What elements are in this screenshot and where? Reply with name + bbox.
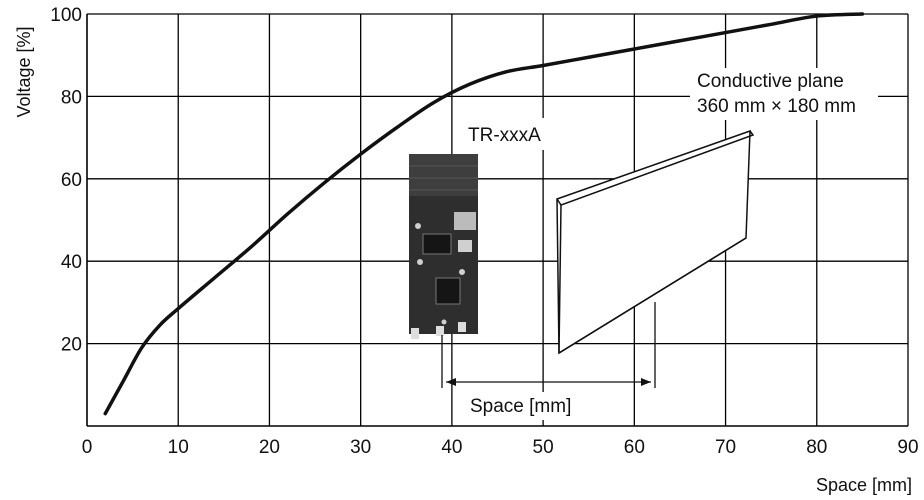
tick-labels: 0 10 20 30 40 50 60 70 80 90 20 40 60 80 100	[50, 5, 918, 458]
space-label-bg	[464, 392, 602, 420]
x-tick-label-10: 10	[168, 437, 189, 458]
y-axis-title: Voltage [%]	[14, 26, 34, 117]
x-tick-label-0: 0	[82, 437, 93, 458]
y-tick-label-60: 60	[61, 170, 82, 191]
plane-label-line1: Conductive plane	[697, 71, 844, 92]
module-label: TR-xxxA	[468, 125, 541, 146]
space-dimension	[441, 302, 656, 388]
illustration: TR-xxxA Conductive plane 360 mm × 180 mm…	[409, 68, 878, 420]
x-tick-label-30: 30	[350, 437, 371, 458]
x-tick-label-40: 40	[441, 437, 462, 458]
y-tick-label-40: 40	[61, 252, 82, 273]
plane-label-line2: 360 mm × 180 mm	[697, 96, 856, 117]
curve-layer	[103, 12, 865, 416]
conductive-plane-shape	[556, 129, 755, 355]
x-tick-label-50: 50	[533, 437, 554, 458]
x-tick-label-90: 90	[897, 437, 918, 458]
y-tick-label-80: 80	[61, 87, 82, 108]
y-tick-label-20: 20	[61, 335, 82, 356]
y-tick-label-100: 100	[50, 5, 82, 26]
x-tick-label-70: 70	[715, 437, 736, 458]
x-tick-label-80: 80	[806, 437, 827, 458]
module-label-bg	[462, 118, 606, 150]
plane-label-bg	[690, 68, 878, 120]
series-line-0	[103, 12, 865, 416]
space-label: Space [mm]	[470, 396, 571, 417]
x-tick-label-60: 60	[624, 437, 645, 458]
x-tick-label-20: 20	[259, 437, 280, 458]
x-axis-title: Space [mm]	[816, 475, 912, 495]
module-image	[409, 154, 478, 339]
